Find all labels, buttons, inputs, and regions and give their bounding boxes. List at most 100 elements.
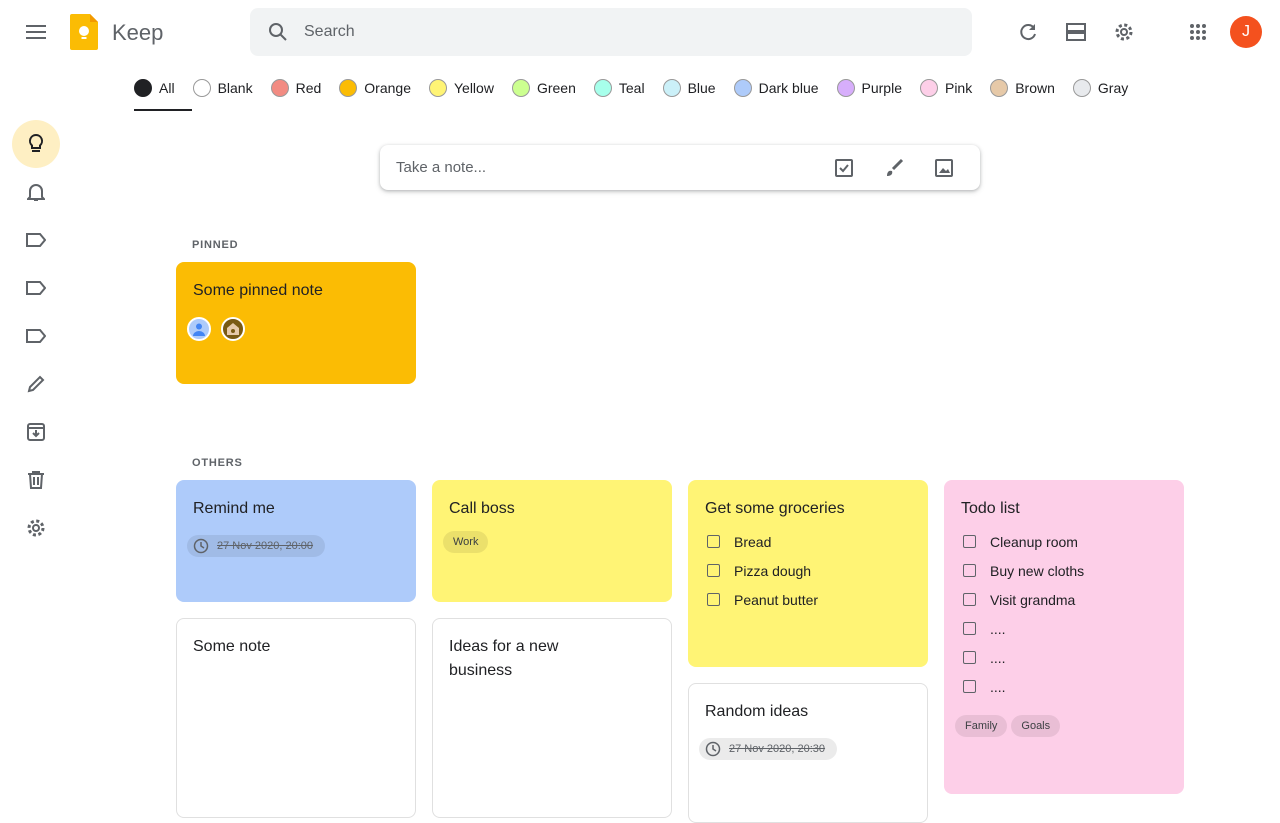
lightbulb-icon <box>27 133 45 155</box>
note-card-some-note[interactable]: Some note <box>176 618 416 818</box>
filter-chip-purple[interactable]: Purple <box>836 79 902 97</box>
filter-chip-yellow[interactable]: Yellow <box>428 79 494 97</box>
checkbox[interactable] <box>963 622 976 635</box>
checklist-item[interactable]: .... <box>961 672 1167 701</box>
checklist-item[interactable]: .... <box>961 614 1167 643</box>
sidebar-item-trash[interactable] <box>12 456 60 504</box>
checkbox[interactable] <box>963 564 976 577</box>
color-swatch-icon <box>593 79 612 97</box>
checkbox[interactable] <box>963 535 976 548</box>
filter-chip-brown[interactable]: Brown <box>990 79 1055 97</box>
filter-label: Blue <box>687 80 716 96</box>
item-text: Cleanup room <box>990 533 1078 550</box>
reminder-chip[interactable]: 27 Nov 2020, 20:00 <box>187 535 326 557</box>
note-card-remind-me[interactable]: Remind me 27 Nov 2020, 20:00 <box>176 480 416 602</box>
filter-chip-red[interactable]: Red <box>270 79 322 97</box>
filter-label: Red <box>295 80 322 96</box>
checkbox[interactable] <box>963 680 976 693</box>
note-card-todo[interactable]: Todo list Cleanup room Buy new cloths Vi… <box>944 480 1184 794</box>
filter-label: Gray <box>1097 80 1129 96</box>
note-title: Get some groceries <box>705 500 845 517</box>
checklist-item[interactable]: Buy new cloths <box>961 556 1167 585</box>
archive-icon <box>27 423 45 441</box>
note-card-groceries[interactable]: Get some groceries Bread Pizza dough Pea… <box>688 480 928 667</box>
checkbox[interactable] <box>707 593 720 606</box>
filter-label: Dark blue <box>758 80 819 96</box>
filter-chip-gray[interactable]: Gray <box>1072 79 1129 97</box>
main-menu-icon[interactable] <box>24 20 48 44</box>
filter-chip-orange[interactable]: Orange <box>339 79 411 97</box>
new-list-icon[interactable] <box>834 158 854 178</box>
sidebar-item-label-2[interactable] <box>12 264 60 312</box>
take-note-input[interactable]: Take a note... <box>380 145 980 190</box>
label-icon <box>26 233 46 247</box>
filter-chip-teal[interactable]: Teal <box>593 79 645 97</box>
pinned-heading: PINNED <box>192 239 239 251</box>
color-swatch-icon <box>662 79 681 97</box>
filter-label: Green <box>536 80 576 96</box>
note-card-call-boss[interactable]: Call boss Work <box>432 480 672 602</box>
checkbox[interactable] <box>707 535 720 548</box>
sidebar-item-settings[interactable] <box>12 504 60 552</box>
checkbox[interactable] <box>963 651 976 664</box>
family-group-icon[interactable] <box>221 317 246 341</box>
label-chip[interactable]: Work <box>443 531 489 553</box>
refresh-icon[interactable] <box>1016 20 1040 44</box>
sidebar-item-archive[interactable] <box>12 408 60 456</box>
sidebar-item-label-3[interactable] <box>12 312 60 360</box>
checklist-item[interactable]: Pizza dough <box>705 556 911 585</box>
checklist-item[interactable]: .... <box>961 643 1167 672</box>
sidebar-item-reminders[interactable] <box>12 168 60 216</box>
filter-chip-all[interactable]: All <box>134 79 175 97</box>
note-title: Some pinned note <box>193 282 323 299</box>
note-card-pinned[interactable]: Some pinned note <box>176 262 416 384</box>
item-text: .... <box>990 649 1006 666</box>
checklist-item[interactable]: Cleanup room <box>961 527 1167 556</box>
avatar[interactable]: J <box>1230 16 1262 48</box>
note-card-ideas[interactable]: Ideas for a new business <box>432 618 672 818</box>
reminder-chip[interactable]: 27 Nov 2020, 20:30 <box>699 738 838 760</box>
filter-label: Pink <box>944 80 973 96</box>
filter-label: All <box>159 80 175 96</box>
filter-chip-dark-blue[interactable]: Dark blue <box>733 79 819 97</box>
checklist-item[interactable]: Peanut butter <box>705 585 911 614</box>
filter-chip-blue[interactable]: Blue <box>662 79 716 97</box>
pencil-icon <box>27 375 45 393</box>
checklist-item[interactable]: Visit grandma <box>961 585 1167 614</box>
trash-icon <box>28 471 44 489</box>
brush-icon[interactable] <box>884 158 904 178</box>
note-card-random-ideas[interactable]: Random ideas 27 Nov 2020, 20:30 <box>688 683 928 823</box>
label-icon <box>26 281 46 295</box>
reminder-text: 27 Nov 2020, 20:30 <box>729 743 826 755</box>
checklist-item[interactable]: Bread <box>705 527 911 556</box>
checkbox[interactable] <box>707 564 720 577</box>
filter-label: Yellow <box>453 80 494 96</box>
filter-label: Brown <box>1015 80 1055 96</box>
keep-logo-icon <box>70 14 98 50</box>
label-chip[interactable]: Goals <box>1011 715 1061 737</box>
list-view-icon[interactable] <box>1064 20 1088 44</box>
label-chip[interactable]: Family <box>955 715 1008 737</box>
search-bar[interactable]: Search <box>250 8 972 56</box>
collaborator-avatar-icon[interactable] <box>187 317 211 341</box>
note-title: Random ideas <box>705 703 809 720</box>
color-swatch-icon <box>511 79 530 97</box>
settings-icon[interactable] <box>1112 20 1136 44</box>
filter-chip-pink[interactable]: Pink <box>919 79 973 97</box>
filter-chip-blank[interactable]: Blank <box>192 79 253 97</box>
sidebar-item-edit-labels[interactable] <box>12 360 60 408</box>
color-swatch-icon <box>1072 79 1091 97</box>
color-swatch-icon <box>339 79 358 97</box>
apps-grid-icon[interactable] <box>1186 20 1210 44</box>
filter-chip-green[interactable]: Green <box>511 79 576 97</box>
search-input[interactable]: Search <box>304 23 355 40</box>
bell-icon <box>27 182 45 202</box>
color-swatch-icon <box>733 79 752 97</box>
checkbox[interactable] <box>963 593 976 606</box>
note-title: Call boss <box>449 500 515 517</box>
sidebar-item-notes[interactable] <box>12 120 60 168</box>
image-icon[interactable] <box>934 158 954 178</box>
sidebar-item-label-1[interactable] <box>12 216 60 264</box>
label-icon <box>26 329 46 343</box>
item-text: Pizza dough <box>734 562 812 579</box>
